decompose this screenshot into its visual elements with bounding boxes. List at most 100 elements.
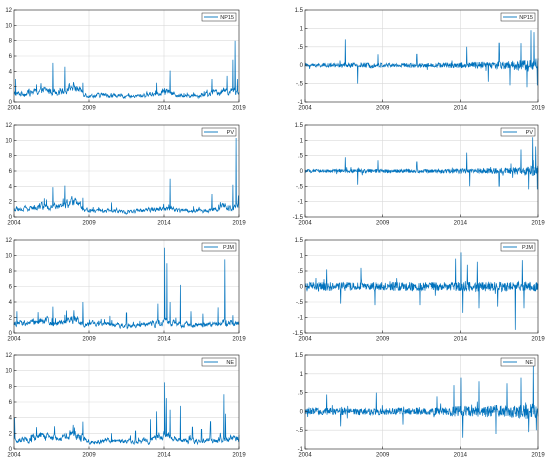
series-line bbox=[304, 252, 539, 330]
legend-label: NE bbox=[525, 360, 533, 366]
legend-box bbox=[201, 357, 237, 367]
x-tick-label: 2004 bbox=[298, 221, 312, 227]
y-tick-label: 0 bbox=[300, 285, 304, 291]
y-tick-label: 1 bbox=[300, 138, 304, 144]
y-tick-label: 1.5 bbox=[295, 238, 304, 244]
y-tick-label: 1 bbox=[300, 26, 304, 32]
y-tick-label: 2 bbox=[9, 431, 13, 437]
x-tick-label: 2009 bbox=[376, 221, 390, 227]
legend-box bbox=[500, 127, 536, 137]
series-line bbox=[13, 247, 240, 330]
legend-label: NP15 bbox=[220, 15, 234, 21]
chart-panel-6: -1.5 -1 -.5 0 .5 1 1.5 2004 2009 2014 2019 PJM bbox=[293, 238, 546, 343]
legend-label: PV bbox=[526, 130, 534, 136]
y-tick-label: 4 bbox=[9, 416, 13, 422]
x-tick-label: 2014 bbox=[157, 106, 171, 112]
y-tick-label: 8 bbox=[9, 269, 13, 275]
y-tick-label: .5 bbox=[298, 154, 304, 160]
legend-box bbox=[500, 12, 536, 22]
legend-box bbox=[500, 242, 536, 252]
x-tick-label: 2014 bbox=[157, 337, 171, 343]
x-tick-label: 2019 bbox=[531, 106, 545, 112]
y-tick-label: -1 bbox=[298, 100, 304, 106]
y-tick-label: -1 bbox=[298, 316, 304, 322]
y-tick-label: -.5 bbox=[296, 300, 304, 306]
plot-area bbox=[305, 355, 538, 449]
y-tick-label: 0 bbox=[300, 409, 304, 415]
chart-panel-4: -1.5 -1 -.5 0 .5 1 1.5 2004 2009 2014 2019 PV bbox=[293, 123, 546, 227]
x-tick-label: 2009 bbox=[376, 106, 390, 112]
y-tick-label: 8 bbox=[9, 384, 13, 390]
x-tick-label: 2014 bbox=[157, 221, 171, 227]
y-tick-label: 1.5 bbox=[295, 353, 304, 359]
chart-panel-3: 0 2 4 6 8 10 12 2004 2009 2014 2019 PV bbox=[5, 123, 246, 227]
x-tick-label: 2019 bbox=[531, 221, 545, 227]
y-tick-label: 0 bbox=[9, 331, 13, 337]
x-tick-label: 2004 bbox=[298, 337, 312, 343]
y-tick-label: -1.5 bbox=[293, 215, 304, 221]
y-tick-label: 12 bbox=[5, 123, 12, 129]
chart-panel-1: 0 2 4 6 8 10 12 2004 2009 2014 2019 NP15 bbox=[5, 8, 246, 112]
legend: NE bbox=[201, 357, 237, 367]
y-tick-label: 0 bbox=[300, 169, 304, 175]
x-tick-label: 2004 bbox=[7, 106, 21, 112]
series-line bbox=[13, 40, 240, 100]
x-tick-label: 2009 bbox=[82, 106, 96, 112]
series-line bbox=[13, 137, 240, 215]
y-tick-label: 6 bbox=[9, 285, 13, 291]
legend-box bbox=[201, 242, 237, 252]
chart-panel-2: -1 -.5 0 .5 1 1.5 2004 2009 2014 2019 NP15 bbox=[295, 8, 546, 112]
y-tick-label: 1.5 bbox=[295, 123, 304, 129]
legend-label: NP15 bbox=[519, 15, 533, 21]
legend-label: NE bbox=[226, 360, 234, 366]
x-tick-label: 2014 bbox=[157, 453, 171, 459]
x-tick-label: 2019 bbox=[531, 337, 545, 343]
x-tick-label: 2019 bbox=[531, 453, 545, 459]
x-tick-label: 2009 bbox=[82, 221, 96, 227]
y-tick-label: 2 bbox=[9, 200, 13, 206]
y-tick-label: -.5 bbox=[296, 184, 304, 190]
x-tick-label: 2014 bbox=[454, 453, 468, 459]
axes-box bbox=[304, 9, 539, 103]
y-tick-label: .5 bbox=[298, 269, 304, 275]
y-tick-label: -.5 bbox=[296, 428, 304, 434]
y-tick-label: .5 bbox=[298, 45, 304, 51]
legend: PJM bbox=[201, 242, 237, 252]
y-tick-label: -1 bbox=[298, 200, 304, 206]
axes-box bbox=[304, 354, 539, 450]
legend-label: PJM bbox=[223, 245, 234, 251]
y-tick-label: 6 bbox=[9, 54, 13, 60]
y-tick-label: 1 bbox=[300, 372, 304, 378]
legend: PV bbox=[201, 127, 237, 137]
y-tick-label: 10 bbox=[5, 369, 12, 375]
series-line bbox=[304, 137, 539, 190]
y-tick-label: 4 bbox=[9, 184, 13, 190]
legend: PV bbox=[500, 127, 536, 137]
x-tick-label: 2009 bbox=[82, 453, 96, 459]
legend-label: PJM bbox=[522, 245, 533, 251]
y-tick-label: 4 bbox=[9, 69, 13, 75]
y-tick-label: 12 bbox=[5, 8, 12, 14]
x-tick-label: 2004 bbox=[7, 453, 21, 459]
y-tick-label: 1 bbox=[300, 254, 304, 260]
y-tick-label: 1.5 bbox=[295, 8, 304, 14]
x-tick-label: 2014 bbox=[454, 221, 468, 227]
y-tick-label: -.5 bbox=[296, 82, 304, 88]
x-tick-label: 2004 bbox=[298, 453, 312, 459]
y-tick-label: 2 bbox=[9, 316, 13, 322]
chart-panel-8: -1 -.5 0 .5 1 1.5 2004 2009 2014 2019 NE bbox=[295, 353, 546, 459]
y-tick-label: 10 bbox=[5, 138, 12, 144]
legend-box bbox=[500, 357, 536, 367]
y-tick-label: 0 bbox=[9, 100, 13, 106]
legend-box bbox=[201, 12, 237, 22]
y-tick-label: 12 bbox=[5, 238, 12, 244]
legend: PJM bbox=[500, 242, 536, 252]
y-tick-label: 0 bbox=[300, 63, 304, 69]
x-tick-label: 2004 bbox=[7, 337, 21, 343]
legend: NP15 bbox=[500, 12, 536, 22]
y-tick-label: 6 bbox=[9, 400, 13, 406]
y-tick-label: .5 bbox=[298, 391, 304, 397]
x-tick-label: 2004 bbox=[7, 221, 21, 227]
